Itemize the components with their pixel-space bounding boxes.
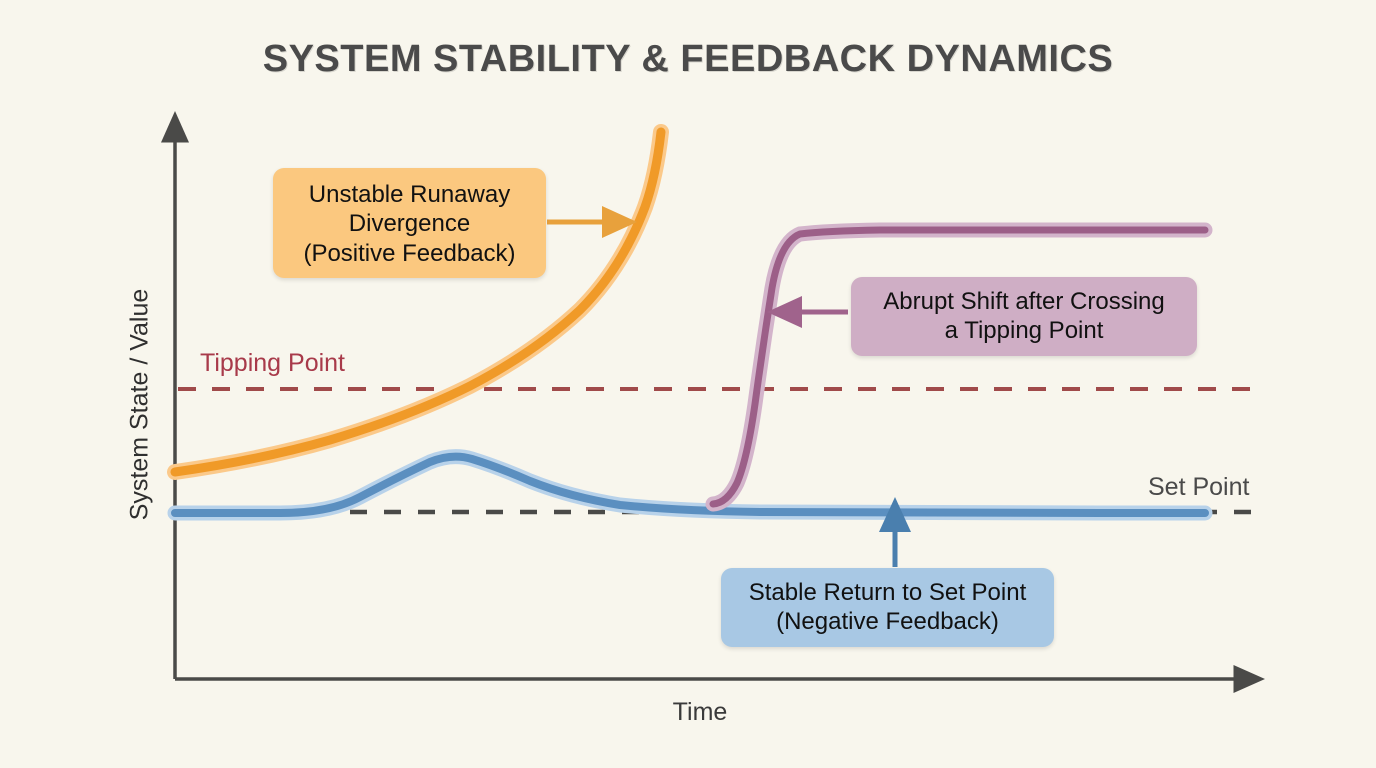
callout-orange-line-3: (Positive Feedback) <box>303 239 516 267</box>
y-axis-label: System State / Value <box>125 288 154 521</box>
series-stable-return-curve <box>167 449 1213 521</box>
callout-stable-return: Stable Return to Set Point (Negative Fee… <box>721 568 1054 647</box>
x-axis-label: Time <box>672 698 728 726</box>
callout-blue-line-1: Stable Return to Set Point <box>748 579 1027 606</box>
callout-purple-line-2: a Tipping Point <box>944 317 1104 345</box>
page-title: SYSTEM STABILITY & FEEDBACK DYNAMICS <box>262 38 1114 80</box>
callout-purple-line-1: Abrupt Shift after Crossing <box>883 288 1165 315</box>
series-abrupt-shift-curve <box>705 222 1213 512</box>
callout-orange-line-2: Divergence <box>348 210 471 238</box>
callout-orange-line-1: Unstable Runaway <box>308 181 511 208</box>
tipping-point-label: Tipping Point <box>200 349 345 377</box>
series-unstable-runaway-curve <box>167 124 669 480</box>
callout-blue-line-2: (Negative Feedback) <box>776 608 999 636</box>
set-point-label: Set Point <box>1148 473 1250 501</box>
callout-unstable-runaway: Unstable Runaway Divergence (Positive Fe… <box>273 168 546 278</box>
callout-abrupt-shift: Abrupt Shift after Crossing a Tipping Po… <box>851 277 1197 356</box>
